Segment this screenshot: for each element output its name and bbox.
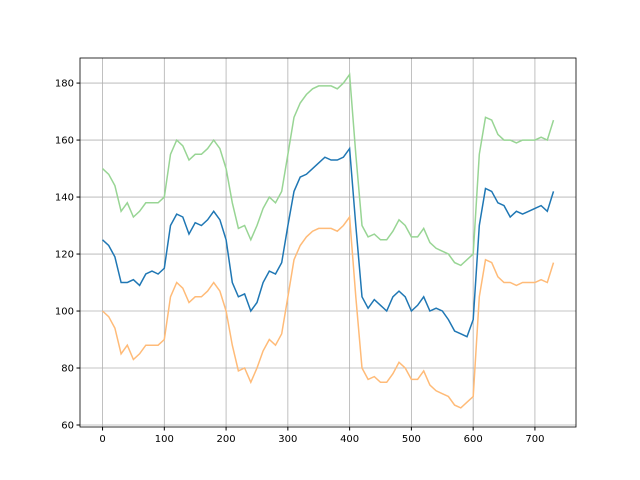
x-tick-label: 100 — [155, 434, 174, 445]
y-tick-label: 120 — [55, 250, 74, 261]
plot-frame — [79, 57, 577, 428]
x-tick-label: 500 — [402, 434, 421, 445]
y-tick-label: 100 — [55, 307, 74, 318]
x-tick-label: 0 — [99, 434, 105, 445]
x-tick-label: 700 — [525, 434, 544, 445]
x-tick-label: 300 — [278, 434, 297, 445]
line-series — [101, 214, 555, 409]
y-tick-label: 80 — [61, 364, 74, 375]
y-tick-label: 160 — [55, 136, 74, 147]
x-tick-label: 400 — [340, 434, 359, 445]
y-tick-label: 60 — [61, 421, 74, 432]
y-tick-label: 180 — [55, 79, 74, 90]
line-series — [101, 146, 555, 338]
line-series — [101, 72, 555, 267]
x-tick-label: 600 — [464, 434, 483, 445]
x-tick-label: 200 — [217, 434, 236, 445]
y-tick-label: 140 — [55, 193, 74, 204]
